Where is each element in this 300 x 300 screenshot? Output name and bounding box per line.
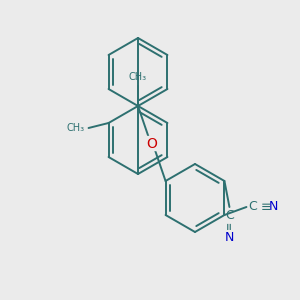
Text: C: C — [248, 200, 257, 214]
Text: ≡: ≡ — [260, 200, 271, 214]
Text: ≡: ≡ — [224, 221, 234, 229]
Text: N: N — [268, 200, 278, 214]
Text: C: C — [225, 209, 234, 222]
Text: O: O — [146, 136, 157, 151]
Text: N: N — [225, 231, 234, 244]
Text: CH₃: CH₃ — [66, 123, 85, 133]
Text: CH₃: CH₃ — [129, 72, 147, 82]
